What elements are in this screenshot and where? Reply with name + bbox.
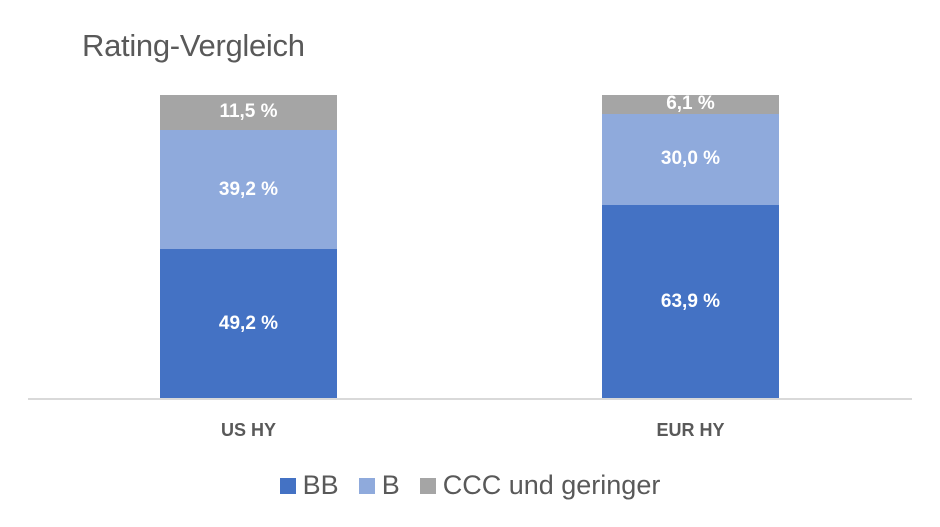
- bar-segment-ccc: 11,5 %: [160, 95, 337, 130]
- data-label: 63,9 %: [660, 290, 721, 312]
- legend-swatch-bb: [279, 477, 296, 494]
- bar-segment-bb: 63,9 %: [602, 204, 779, 399]
- x-axis-line: [28, 398, 912, 400]
- data-label: 6,1 %: [666, 93, 715, 115]
- bar-us-hy: 11,5 % 39,2 % 49,2 %: [160, 95, 337, 399]
- legend-label: BB: [302, 470, 339, 500]
- legend-label: B: [381, 470, 400, 500]
- bar-segment-b: 39,2 %: [160, 129, 337, 250]
- data-label: 49,2 %: [218, 312, 279, 334]
- legend-item-bb: BB: [279, 470, 339, 501]
- legend: BB B CCC und geringer: [0, 470, 940, 501]
- bar-segment-b: 30,0 %: [602, 113, 779, 205]
- data-label: 39,2 %: [218, 178, 279, 200]
- x-tick-label: EUR HY: [656, 420, 725, 440]
- legend-label: CCC und geringer: [442, 470, 661, 500]
- legend-item-ccc: CCC und geringer: [419, 470, 661, 501]
- data-label: 30,0 %: [660, 148, 721, 170]
- bar-segment-ccc: 6,1 %: [602, 93, 779, 115]
- chart-title: Rating-Vergleich: [82, 28, 305, 63]
- legend-swatch-ccc: [419, 477, 436, 494]
- bar-segment-bb: 49,2 %: [160, 249, 337, 399]
- data-label: 11,5 %: [219, 101, 278, 123]
- bar-eur-hy: 6,1 % 30,0 % 63,9 %: [602, 93, 779, 399]
- legend-item-b: B: [358, 470, 400, 501]
- x-tick-label: US HY: [220, 420, 276, 440]
- legend-swatch-b: [358, 477, 375, 494]
